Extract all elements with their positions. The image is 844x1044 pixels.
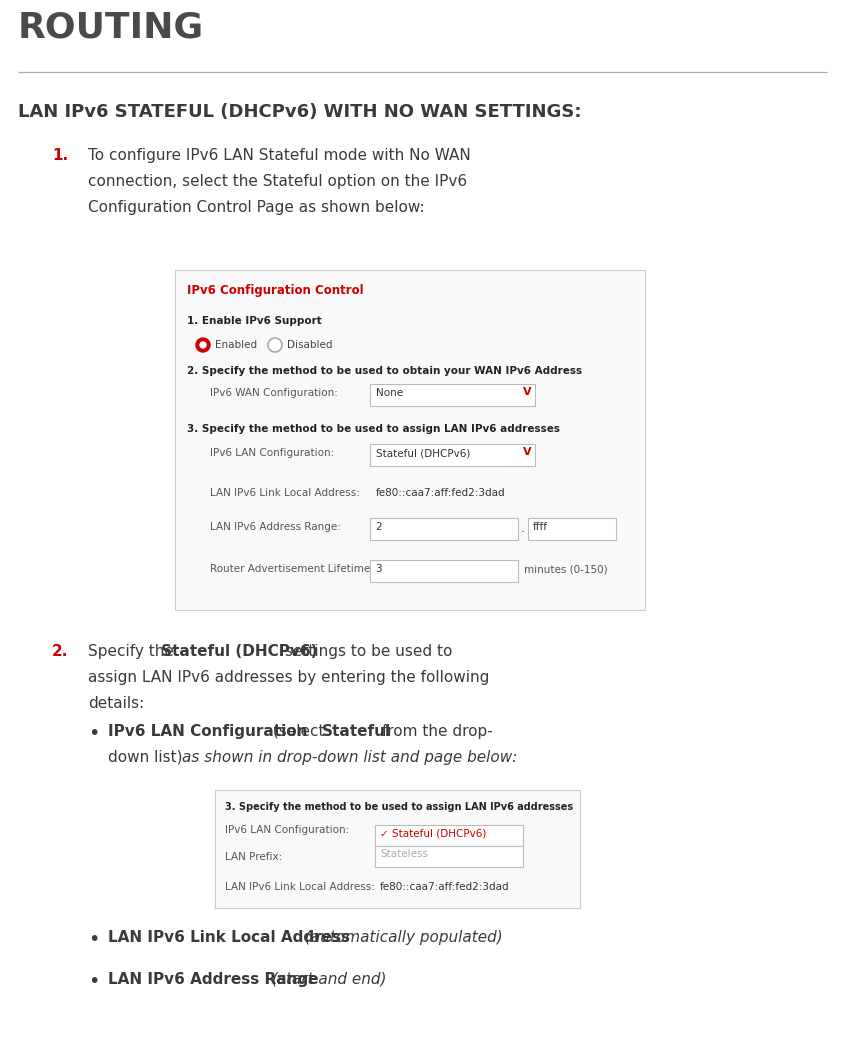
Text: Router Advertisement Lifetime:: Router Advertisement Lifetime: — [210, 564, 373, 574]
Text: 2. Specify the method to be used to obtain your WAN IPv6 Address: 2. Specify the method to be used to obta… — [187, 366, 582, 376]
Text: as shown in drop-down list and page below:: as shown in drop-down list and page belo… — [181, 750, 517, 765]
Text: Disabled: Disabled — [287, 340, 332, 350]
Text: connection, select the Stateful option on the IPv6: connection, select the Stateful option o… — [88, 174, 467, 189]
Text: assign LAN IPv6 addresses by entering the following: assign LAN IPv6 addresses by entering th… — [88, 670, 489, 685]
Text: 2.: 2. — [52, 644, 68, 659]
Text: IPv6 WAN Configuration:: IPv6 WAN Configuration: — [210, 388, 338, 398]
Text: LAN IPv6 STATEFUL (DHCPv6) WITH NO WAN SETTINGS:: LAN IPv6 STATEFUL (DHCPv6) WITH NO WAN S… — [18, 103, 581, 121]
Text: •: • — [88, 972, 100, 991]
Text: (select: (select — [268, 723, 329, 739]
Text: 1.: 1. — [52, 148, 68, 163]
Text: None: None — [376, 388, 403, 398]
Text: V: V — [522, 447, 531, 457]
Text: LAN IPv6 Link Local Address: LAN IPv6 Link Local Address — [108, 930, 349, 945]
Text: 2: 2 — [375, 522, 381, 532]
Text: LAN IPv6 Address Range:: LAN IPv6 Address Range: — [210, 522, 340, 532]
Text: Specify the: Specify the — [88, 644, 179, 659]
Text: ✓ Stateful (DHCPv6): ✓ Stateful (DHCPv6) — [380, 828, 486, 838]
Text: •: • — [88, 930, 100, 949]
Text: To configure IPv6 LAN Stateful mode with No WAN: To configure IPv6 LAN Stateful mode with… — [88, 148, 470, 163]
FancyBboxPatch shape — [175, 270, 644, 610]
Text: LAN IPv6 Link Local Address:: LAN IPv6 Link Local Address: — [210, 488, 360, 498]
Text: details:: details: — [88, 696, 144, 711]
Text: fe80::caa7:aff:fed2:3dad: fe80::caa7:aff:fed2:3dad — [376, 488, 505, 498]
Text: Stateful (DHCPv6): Stateful (DHCPv6) — [376, 448, 470, 458]
FancyBboxPatch shape — [375, 825, 522, 846]
Text: ROUTING: ROUTING — [18, 10, 204, 44]
FancyBboxPatch shape — [375, 846, 522, 867]
Text: ffff: ffff — [533, 522, 548, 532]
FancyBboxPatch shape — [370, 444, 534, 466]
Text: IPv6 Configuration Control: IPv6 Configuration Control — [187, 284, 363, 296]
Text: LAN Prefix:: LAN Prefix: — [225, 852, 282, 862]
Circle shape — [268, 338, 282, 352]
Text: V: V — [522, 387, 531, 397]
Text: Stateless: Stateless — [380, 849, 428, 859]
Text: IPv6 LAN Configuration:: IPv6 LAN Configuration: — [225, 825, 349, 835]
Text: down list): down list) — [108, 750, 187, 765]
FancyBboxPatch shape — [370, 518, 517, 540]
FancyBboxPatch shape — [370, 560, 517, 582]
Text: minutes (0-150): minutes (0-150) — [523, 564, 607, 574]
Circle shape — [196, 338, 210, 352]
FancyBboxPatch shape — [370, 384, 534, 406]
Text: 1. Enable IPv6 Support: 1. Enable IPv6 Support — [187, 316, 322, 326]
FancyBboxPatch shape — [214, 790, 579, 908]
Text: 3: 3 — [375, 564, 381, 574]
Text: 3. Specify the method to be used to assign LAN IPv6 addresses: 3. Specify the method to be used to assi… — [187, 424, 560, 434]
Text: (start and end): (start and end) — [267, 972, 386, 987]
Text: (automatically populated): (automatically populated) — [300, 930, 502, 945]
Text: 3. Specify the method to be used to assign LAN IPv6 addresses: 3. Specify the method to be used to assi… — [225, 802, 572, 812]
Text: LAN IPv6 Link Local Address:: LAN IPv6 Link Local Address: — [225, 882, 375, 892]
FancyBboxPatch shape — [528, 518, 615, 540]
Text: IPv6 LAN Configuration: IPv6 LAN Configuration — [108, 723, 307, 739]
Circle shape — [200, 342, 206, 348]
Text: Configuration Control Page as shown below:: Configuration Control Page as shown belo… — [88, 200, 425, 215]
Text: .: . — [521, 522, 524, 535]
Text: LAN IPv6 Address Range: LAN IPv6 Address Range — [108, 972, 318, 987]
Text: settings to be used to: settings to be used to — [279, 644, 452, 659]
Text: from the drop-: from the drop- — [376, 723, 492, 739]
Text: Stateful (DHCPv6): Stateful (DHCPv6) — [161, 644, 317, 659]
Text: Stateful: Stateful — [322, 723, 391, 739]
Text: •: • — [88, 723, 100, 743]
Text: fe80::caa7:aff:fed2:3dad: fe80::caa7:aff:fed2:3dad — [380, 882, 509, 892]
Text: IPv6 LAN Configuration:: IPv6 LAN Configuration: — [210, 448, 334, 458]
Text: Enabled: Enabled — [214, 340, 257, 350]
